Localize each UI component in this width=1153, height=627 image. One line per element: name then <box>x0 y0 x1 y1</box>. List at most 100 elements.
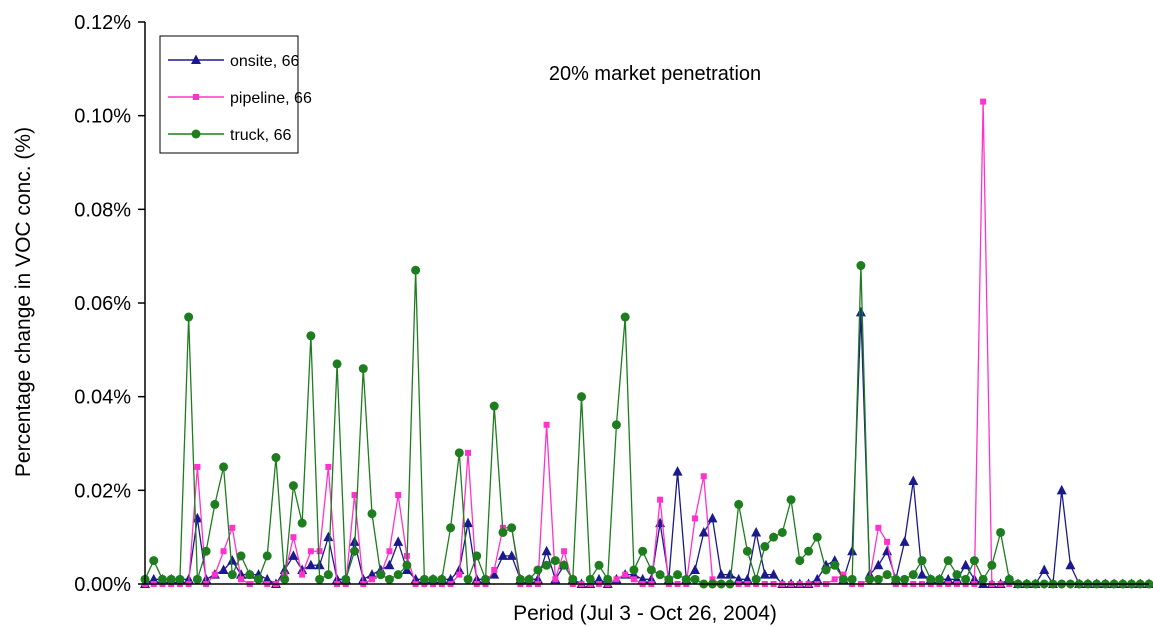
data-point <box>655 517 666 528</box>
data-point <box>262 573 273 584</box>
data-point <box>681 574 691 584</box>
data-point <box>882 570 892 580</box>
data-point <box>411 265 421 275</box>
data-point <box>480 574 490 584</box>
data-point <box>552 576 559 583</box>
data-point <box>769 532 779 542</box>
y-tick-label: 0.08% <box>74 199 131 221</box>
legend-marker <box>193 94 199 100</box>
data-point <box>210 499 220 509</box>
data-point <box>900 574 910 584</box>
data-point <box>524 574 534 584</box>
data-point <box>227 555 238 565</box>
data-point <box>351 492 358 499</box>
data-point <box>280 574 290 584</box>
data-point <box>366 569 377 579</box>
data-point <box>734 499 744 509</box>
data-point <box>262 551 272 561</box>
data-point <box>323 570 333 580</box>
data-point <box>288 550 299 560</box>
legend: onsite, 66 pipeline, 66 truck, 66 <box>159 35 312 154</box>
data-point <box>238 576 245 583</box>
data-point <box>149 556 159 566</box>
data-point <box>157 574 167 584</box>
data-point <box>707 512 718 523</box>
data-point <box>497 550 508 560</box>
data-point <box>315 574 325 584</box>
data-point <box>307 548 314 555</box>
data-point <box>402 560 412 570</box>
data-point <box>306 331 316 341</box>
data-point <box>489 401 499 411</box>
data-point <box>166 574 176 584</box>
data-point <box>812 532 822 542</box>
data-point <box>733 573 744 584</box>
data-point <box>323 531 334 542</box>
data-point <box>533 565 543 575</box>
data-point <box>559 560 569 570</box>
data-point <box>724 569 735 579</box>
data-point <box>882 545 893 556</box>
y-tick-label: 0.04% <box>74 387 131 409</box>
data-point <box>297 564 308 574</box>
x-axis-title: Period (Jul 3 - Oct 26, 2004) <box>513 602 777 625</box>
data-point <box>978 574 988 584</box>
data-point <box>952 570 962 580</box>
data-point <box>996 527 1006 537</box>
data-point <box>316 548 323 555</box>
data-point <box>358 364 368 374</box>
data-point <box>664 574 674 584</box>
data-point <box>620 312 630 322</box>
data-point <box>603 574 613 584</box>
data-point <box>969 556 979 566</box>
data-point <box>873 574 883 584</box>
data-point <box>646 565 656 575</box>
data-point <box>428 574 438 584</box>
data-point <box>873 559 884 570</box>
data-point <box>840 571 847 578</box>
data-point <box>148 573 159 584</box>
data-point <box>386 548 393 555</box>
data-point <box>690 574 700 584</box>
data-point <box>917 569 928 579</box>
data-point <box>692 515 699 522</box>
data-point <box>290 534 297 541</box>
data-point <box>507 523 517 533</box>
data-point <box>934 574 944 584</box>
data-point <box>419 574 429 584</box>
data-point <box>961 574 971 584</box>
data-point <box>393 536 404 546</box>
data-point <box>577 392 587 402</box>
data-point <box>884 538 891 545</box>
data-point <box>673 570 683 580</box>
data-point <box>332 359 342 369</box>
data-point <box>960 559 971 570</box>
data-point <box>585 574 595 584</box>
data-point <box>192 574 202 584</box>
data-point <box>305 559 316 570</box>
data-point <box>498 527 508 537</box>
data-point <box>613 576 620 583</box>
data-point <box>629 565 639 575</box>
data-point <box>855 306 866 317</box>
data-point <box>299 571 306 578</box>
data-point <box>594 560 604 570</box>
data-point <box>437 574 447 584</box>
data-point <box>891 574 901 584</box>
data-point <box>410 573 421 584</box>
data-point <box>341 574 351 584</box>
series-line <box>145 101 1149 586</box>
data-point <box>899 536 910 546</box>
data-point <box>698 526 709 537</box>
data-point <box>541 545 552 556</box>
data-point <box>655 570 665 580</box>
y-tick-label: 0.10% <box>74 106 131 128</box>
data-point <box>786 495 796 505</box>
data-point <box>657 496 664 503</box>
y-tick-label: 0.02% <box>74 480 131 502</box>
data-point <box>384 559 395 570</box>
series-2 <box>142 98 1152 587</box>
data-point <box>515 574 525 584</box>
data-point <box>465 449 472 456</box>
data-point <box>630 576 637 583</box>
